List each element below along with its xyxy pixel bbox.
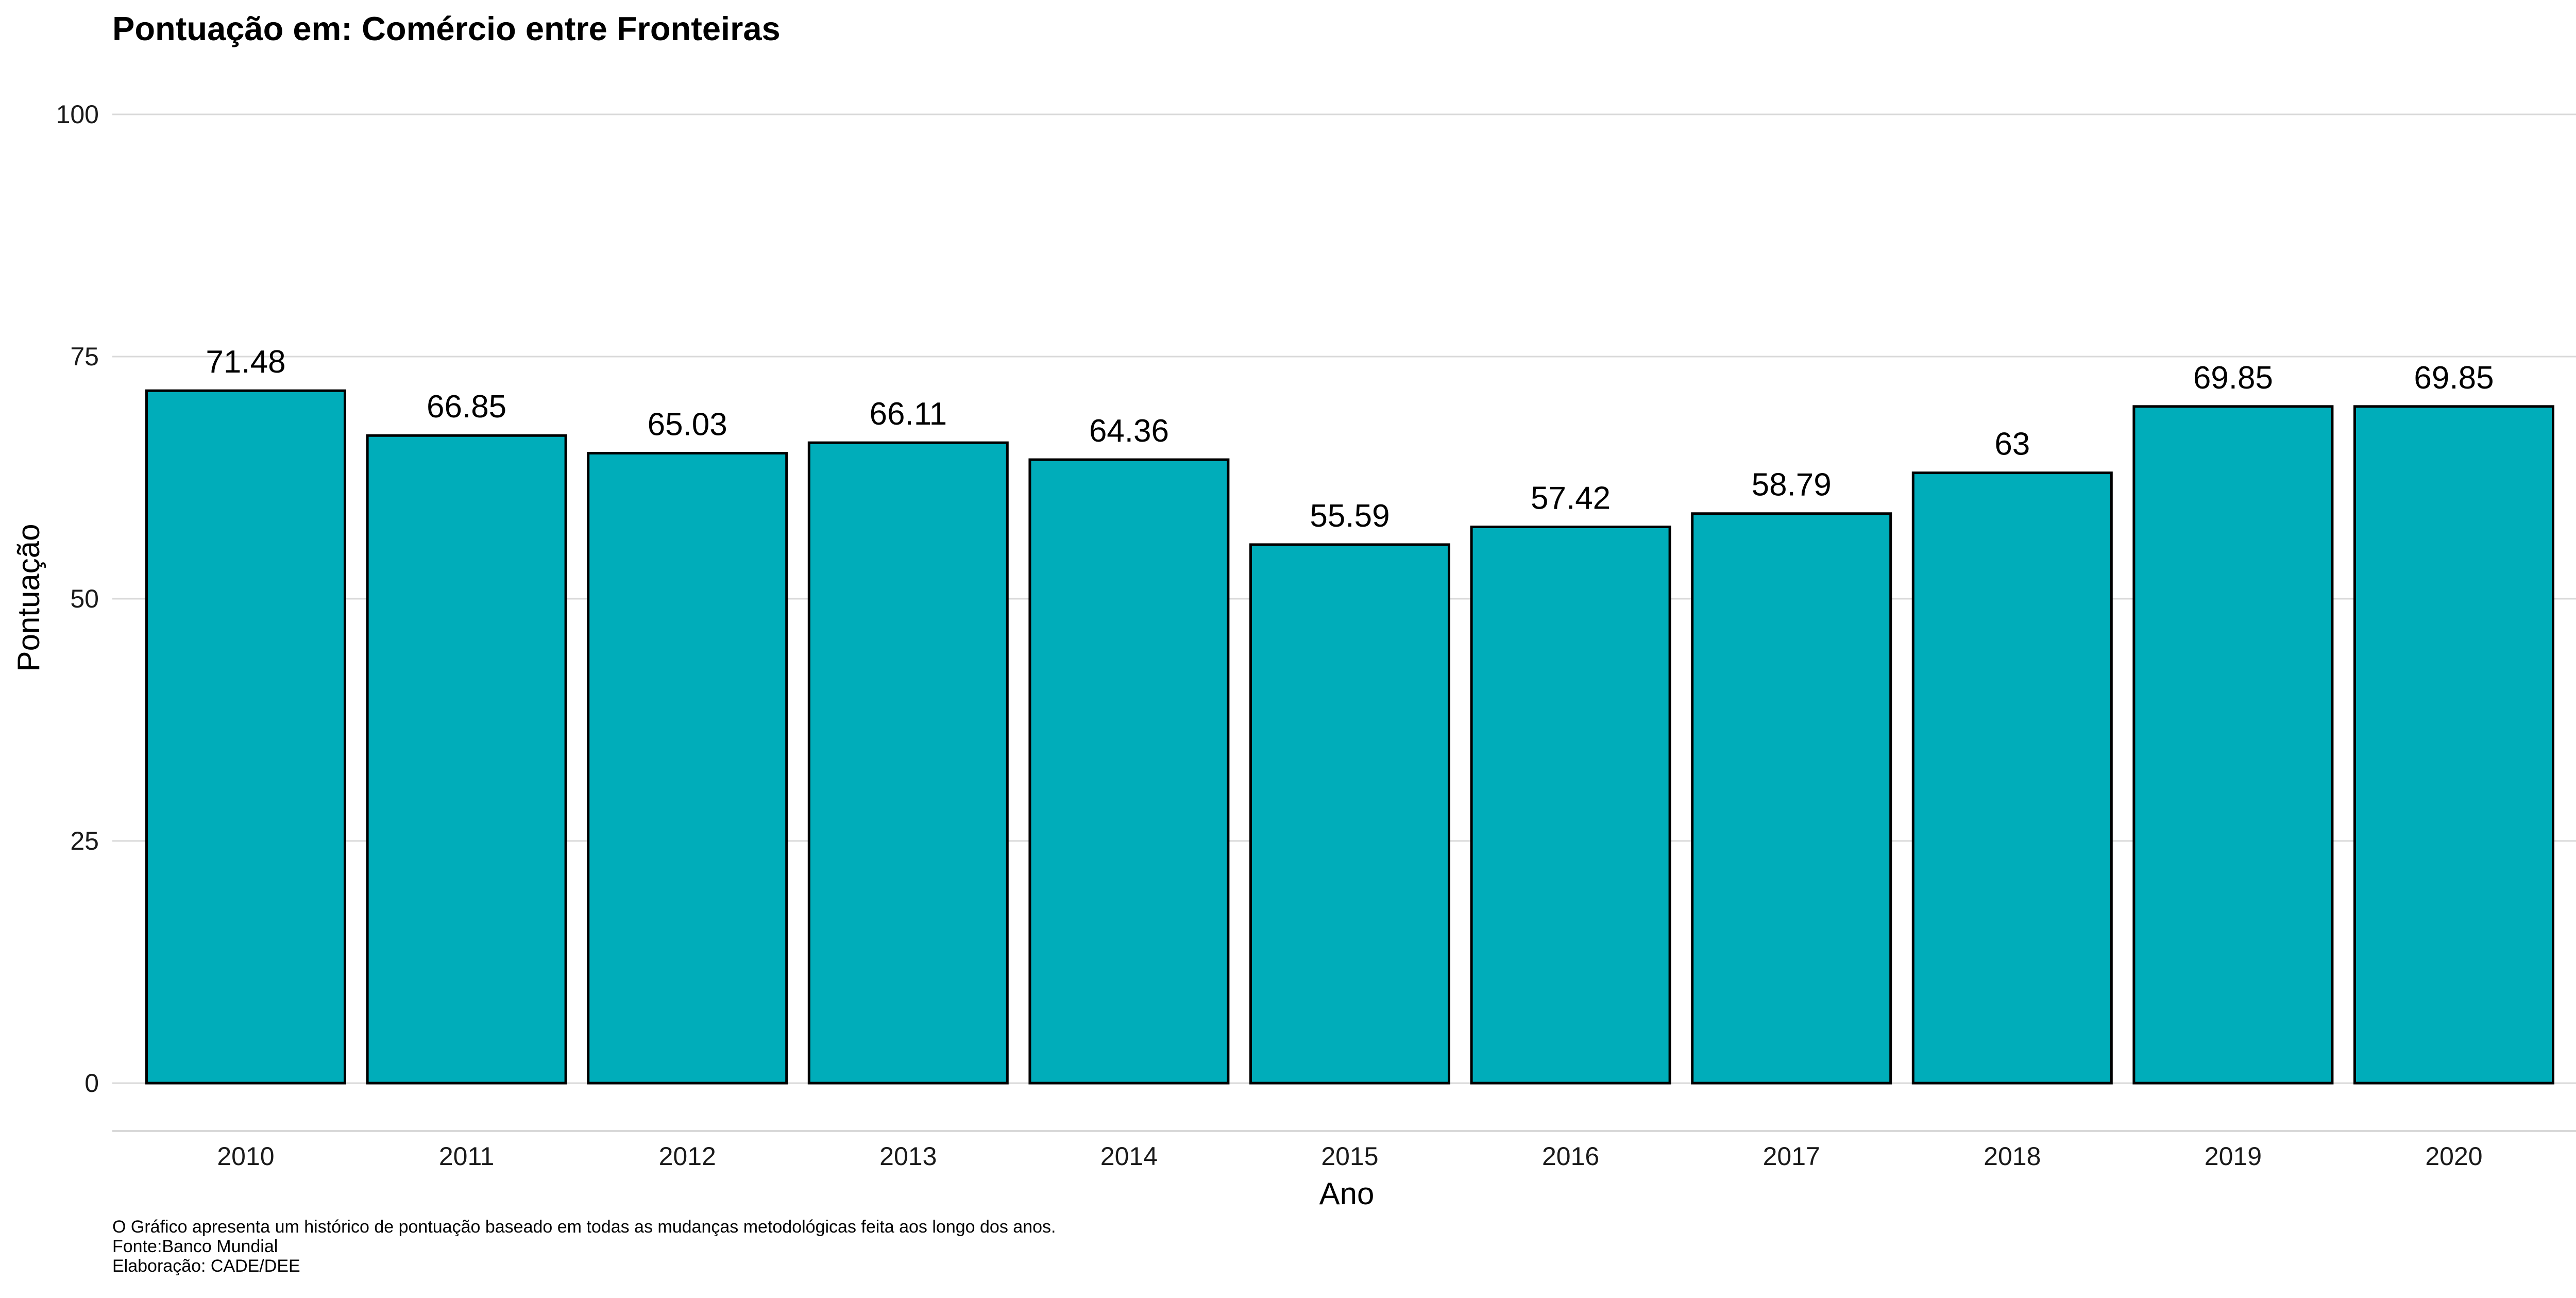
bar-value-label: 55.59: [1310, 498, 1389, 534]
chart-caption: O Gráfico apresenta um histórico de pont…: [112, 1217, 1056, 1276]
bar-2017: [1691, 512, 1892, 1085]
y-axis-title: Pontuação: [11, 524, 46, 672]
x-tick-label: 2015: [1321, 1142, 1378, 1171]
x-tick-label: 2020: [2425, 1142, 2482, 1171]
y-tick-label: 0: [84, 1069, 99, 1098]
bar-value-label: 66.11: [870, 396, 947, 432]
x-tick-label: 2010: [217, 1142, 274, 1171]
x-tick-label: 2011: [439, 1142, 495, 1171]
x-tick-label: 2017: [1763, 1142, 1820, 1171]
bar-2012: [587, 451, 788, 1085]
chart-title: Pontuação em: Comércio entre Fronteiras: [112, 10, 781, 47]
bars: [145, 389, 2554, 1085]
bar-2020: [2353, 405, 2554, 1085]
x-tick-label: 2012: [659, 1142, 716, 1171]
caption-line-3: Elaboração: CADE/DEE: [112, 1256, 300, 1276]
bar-2014: [1028, 458, 1230, 1085]
y-tick-label: 50: [70, 584, 99, 613]
bar-2016: [1470, 526, 1671, 1085]
bar-value-label: 66.85: [427, 389, 506, 425]
x-axis-ticks: 2010 2011 2012 2013 2014 2015 2016 2017 2018 2019…: [217, 1142, 2482, 1171]
bar-value-label: 58.79: [1752, 467, 1832, 503]
x-tick-label: 2018: [1984, 1142, 2041, 1171]
caption-line-2: Fonte:Banco Mundial: [112, 1237, 278, 1256]
bar-2011: [366, 434, 567, 1085]
bar-value-label: 69.85: [2193, 360, 2273, 396]
caption-line-1: O Gráfico apresenta um histórico de pont…: [112, 1217, 1056, 1237]
bar-value-label: 71.48: [206, 344, 285, 380]
bar-2015: [1249, 543, 1450, 1085]
y-tick-label: 100: [56, 100, 99, 129]
bar-value-label: 57.42: [1531, 481, 1611, 516]
y-tick-label: 25: [70, 827, 99, 855]
y-axis-ticks: 0 25 50 75 100: [56, 100, 99, 1098]
bar-2018: [1911, 471, 2113, 1085]
x-tick-label: 2019: [2205, 1142, 2262, 1171]
x-axis-title: Ano: [1319, 1176, 1375, 1211]
x-tick-label: 2016: [1542, 1142, 1599, 1171]
x-tick-label: 2014: [1100, 1142, 1158, 1171]
bar-2010: [145, 389, 346, 1085]
bar-value-label: 64.36: [1089, 413, 1169, 449]
bar-value-label: 65.03: [648, 407, 727, 442]
x-tick-label: 2013: [879, 1142, 937, 1171]
bar-value-labels: 71.48 66.85 65.03 66.11 64.36 55.59 57.42 58.79…: [206, 344, 2494, 534]
bar-2013: [807, 441, 1009, 1085]
bar-value-label: 69.85: [2414, 360, 2494, 396]
bar-2019: [2132, 405, 2334, 1085]
y-tick-label: 75: [70, 342, 99, 371]
bar-value-label: 63: [1994, 427, 2030, 462]
